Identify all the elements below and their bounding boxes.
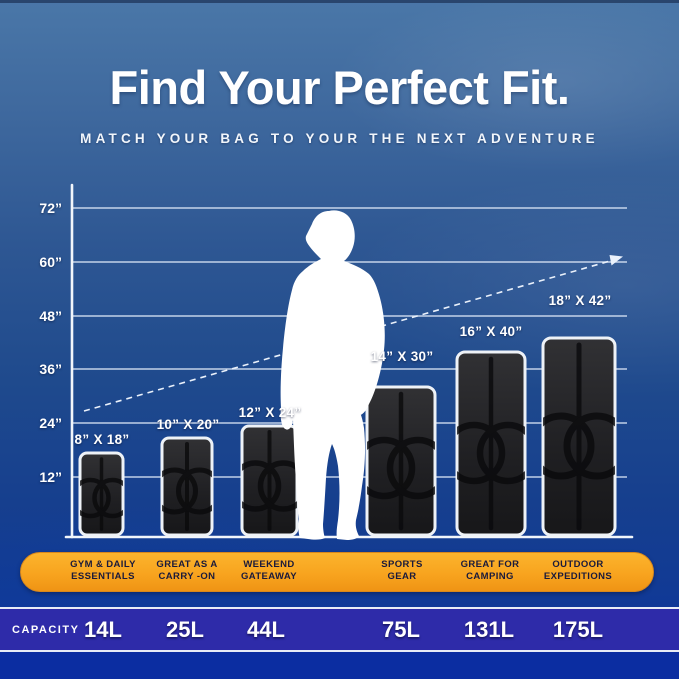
tick-72: 72” [39, 200, 62, 216]
page-title: Find Your Perfect Fit. [109, 61, 570, 114]
capacity-value-5: 131L [463, 617, 515, 642]
use-case-5: GREAT FOR CAMPING [460, 559, 520, 582]
page-subtitle: MATCH YOUR BAG TO YOUR THE NEXT ADVENTUR… [80, 131, 599, 146]
use-case-3: WEEKEND GATEAWAY [241, 559, 297, 582]
capacity-value-3: 44L [247, 617, 285, 642]
bag-2 [160, 436, 214, 537]
capacity-value-1: 14L [84, 617, 122, 642]
bag-size-label-6: 18” X 42” [549, 293, 612, 308]
bottom-strip [0, 652, 679, 679]
bag-1 [78, 451, 125, 537]
tick-60: 60” [39, 254, 62, 270]
tick-48: 48” [39, 308, 62, 324]
bag-size-label-3: 12” X 24” [239, 405, 302, 420]
top-edge-line [0, 0, 679, 3]
bag-6 [541, 336, 617, 537]
bag-3 [240, 424, 299, 537]
use-case-4: SPORTS GEAR [381, 559, 423, 582]
use-case-6: OUTDOOR EXPEDITIONS [543, 559, 613, 582]
bag-4 [365, 385, 437, 537]
capacity-band [0, 607, 679, 652]
use-case-banner [20, 552, 654, 592]
human-silhouette [280, 210, 385, 540]
capacity-value-2: 25L [166, 617, 204, 642]
bag-size-label-1: 8” X 18” [75, 432, 130, 447]
bag-size-label-2: 10” X 20” [157, 417, 220, 432]
trend-arrow [83, 255, 623, 412]
tick-24: 24” [39, 415, 62, 431]
bag-size-label-4: 14” X 30” [371, 349, 434, 364]
use-case-2: GREAT AS A CARRY -ON [156, 559, 218, 582]
y-axis-tick-labels: 72” 60” 48” 36” 24” 12” [39, 200, 62, 485]
tick-36: 36” [39, 361, 62, 377]
capacity-value-6: 175L [552, 617, 604, 642]
bag-5 [455, 350, 527, 537]
tick-12: 12” [39, 469, 62, 485]
capacity-row-label: CAPACITY [12, 624, 80, 636]
capacity-value-4: 75L [382, 617, 420, 642]
bag-size-label-5: 16” X 40” [460, 324, 523, 339]
use-case-1: GYM & DAILY ESSENTIALS [70, 559, 136, 582]
bag-size-labels: 8” X 18” 10” X 20” 12” X 24” 14” X 30” 1… [75, 293, 612, 447]
